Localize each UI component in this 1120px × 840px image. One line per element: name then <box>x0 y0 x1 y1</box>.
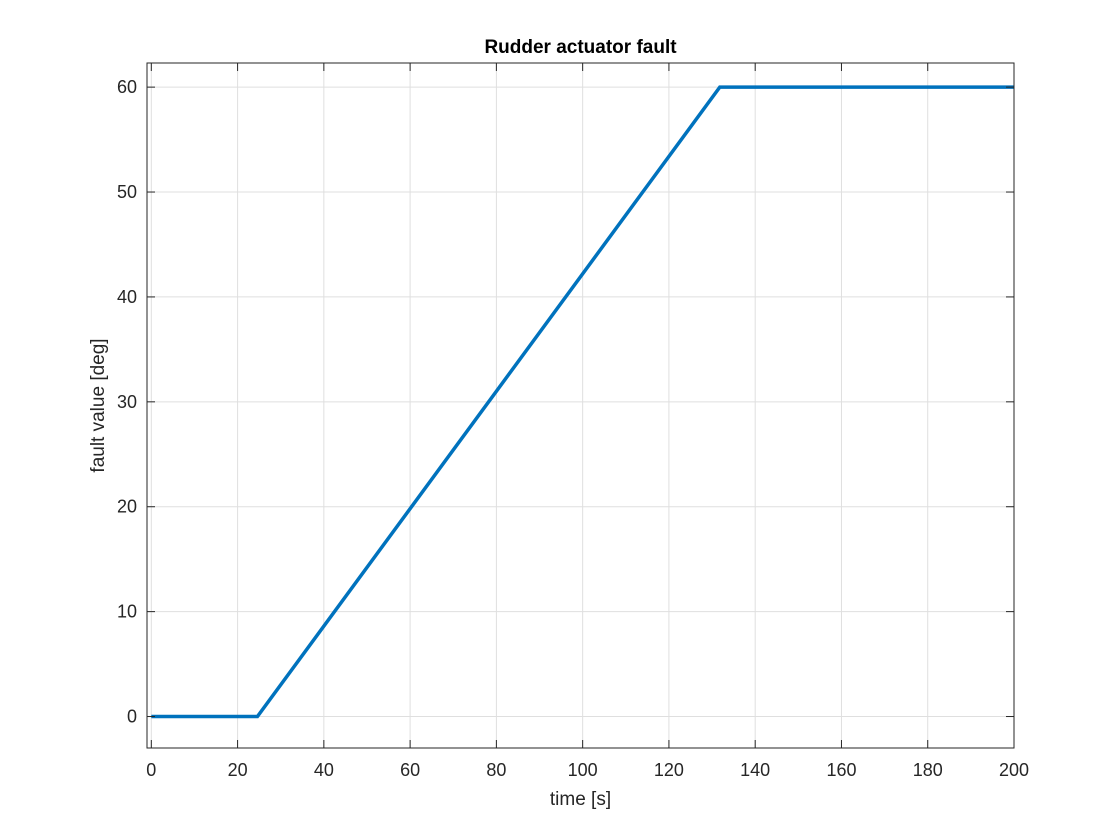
x-axis-label: time [s] <box>550 789 611 810</box>
x-tick-label: 120 <box>654 760 684 780</box>
y-tick-label: 50 <box>117 182 137 202</box>
x-tick-label: 160 <box>826 760 856 780</box>
x-tick-label: 40 <box>314 760 334 780</box>
x-tick-label: 100 <box>568 760 598 780</box>
x-tick-label: 200 <box>999 760 1029 780</box>
x-tick-label: 80 <box>486 760 506 780</box>
fault-series-line <box>151 85 1014 719</box>
y-tick-label: 20 <box>117 497 137 517</box>
y-tick-label: 0 <box>127 707 137 727</box>
axes-box <box>146 62 1015 749</box>
y-tick-label: 40 <box>117 287 137 307</box>
x-tick-label: 180 <box>913 760 943 780</box>
x-tick-label: 20 <box>228 760 248 780</box>
y-tick-label: 60 <box>117 77 137 97</box>
axis-ticks: 0 20 40 60 80 100 120 140 160 180 200 0 10 20 30 40 50 60 <box>117 63 1029 780</box>
y-axis-label: fault value [deg] <box>88 338 109 472</box>
data-series <box>151 85 1014 719</box>
x-tick-label: 140 <box>740 760 770 780</box>
x-tick-label: 60 <box>400 760 420 780</box>
y-tick-label: 10 <box>117 602 137 622</box>
y-tick-label: 30 <box>117 392 137 412</box>
chart-title: Rudder actuator fault <box>484 37 677 58</box>
x-tick-label: 0 <box>146 760 156 780</box>
